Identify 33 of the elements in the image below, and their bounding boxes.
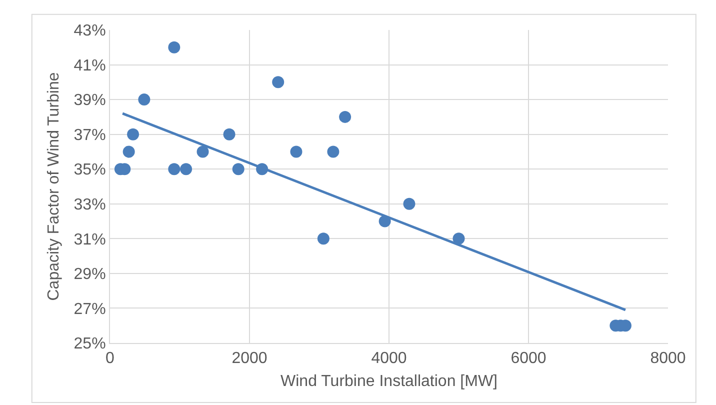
- point: [272, 76, 284, 88]
- point: [232, 163, 244, 176]
- point: [452, 232, 465, 245]
- point: [290, 146, 302, 158]
- point: [327, 146, 340, 158]
- y-tick-label: 39%: [74, 92, 106, 110]
- y-tick-label: 41%: [74, 57, 106, 74]
- point: [317, 232, 330, 245]
- point: [339, 110, 352, 123]
- point: [168, 163, 180, 176]
- point: [223, 128, 236, 140]
- point: [168, 41, 180, 54]
- x-tick-label: 8000: [650, 350, 686, 368]
- point: [180, 163, 192, 176]
- y-tick-label: 33%: [74, 196, 106, 214]
- x-tick-label: 0: [106, 350, 115, 368]
- point: [122, 146, 135, 158]
- y-tick-label: 31%: [74, 231, 106, 248]
- y-tick-label: 43%: [74, 22, 106, 40]
- x-tick-label: 2000: [232, 350, 268, 368]
- x-tick-label: 4000: [371, 350, 407, 368]
- x-tick-label: 6000: [510, 350, 546, 368]
- y-tick-label: 29%: [74, 266, 106, 284]
- x-axis-title: Wind Turbine Installation [MW]: [280, 372, 498, 390]
- y-tick-label: 25%: [74, 336, 106, 353]
- y-tick-label: 27%: [74, 300, 106, 318]
- y-axis-title: Capacity Factor of Wind Turbine: [46, 72, 63, 301]
- point: [403, 198, 416, 210]
- y-tick-label: 37%: [74, 126, 106, 144]
- point: [138, 94, 150, 106]
- point: [196, 146, 209, 158]
- y-tick-label: 35%: [74, 162, 106, 179]
- point: [127, 128, 140, 140]
